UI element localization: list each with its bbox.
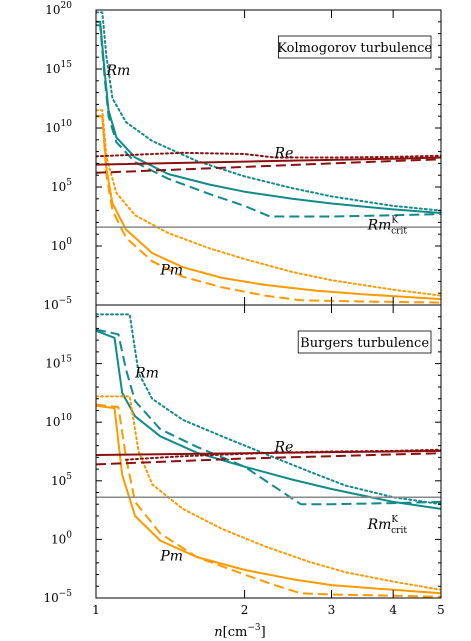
y-tick-label: 100 [51,237,72,253]
panel-kolmogorov: 10−5 100 105 1010 1015 1020 Kolmogorov turbule… [43,1,442,312]
y-tick-label: 100 [51,530,72,546]
panel-title: Kolmogorov turbulence [277,41,432,56]
series-teal-solid [96,329,441,510]
series-orange-dashed [96,115,441,304]
x-tick-label: 5 [437,603,445,617]
y-tick-label: 10−5 [43,589,72,605]
x-tick-label: 1 [92,603,100,617]
series-group [96,313,441,598]
series-teal-dashed [96,24,441,218]
y-tick-label: 105 [51,178,72,194]
series-orange-solid [96,115,441,301]
y-tick-label: 1020 [45,1,72,17]
x-axis-label-unit: [cm [223,625,248,640]
legend-box [297,330,432,354]
series-darkred-dotted [125,448,441,461]
x-tick-label: 3 [328,603,336,617]
y-tick-label: 1010 [45,413,72,429]
annotation-re: Re [274,146,294,162]
series-teal-dashed [96,328,441,506]
annotation-rm: Rm [134,366,159,382]
x-axis-tick-labels: 1 2 3 4 5 [92,603,445,617]
series-group [96,11,441,304]
series-orange-dashed [96,403,441,598]
series-teal-dotted [96,313,441,506]
series-darkred-dashed [96,452,441,466]
annotation-re: Re [274,440,294,456]
series-teal-dotted [96,11,441,212]
y-tick-label: 1015 [45,60,72,76]
y-tick-label: 105 [51,472,72,488]
y-tick-label: 1010 [45,119,72,135]
series-darkred-dotted [96,151,441,159]
y-tick-label: 1015 [45,355,72,371]
annotation-pm: Pm [159,262,183,278]
panel-burgers: 10−5 100 105 1010 1015 Burgers turbulence Rm Re… [43,304,442,605]
x-axis-label-close: ] [261,625,266,640]
x-axis-label-exp: −3 [247,623,261,633]
y-tick-label: 10−5 [43,296,72,312]
series-darkred-dashed [96,158,441,174]
x-tick-label: 4 [389,603,397,617]
annotation-rm: RmK crit [367,515,408,536]
series-orange-dotted [96,395,441,591]
legend-box [277,35,432,59]
x-axis-label: n[cm−3] [214,623,265,640]
annotation-rm: RmK crit [367,215,408,236]
x-axis-label-var: n [214,625,222,640]
x-tick-label: 2 [241,603,249,617]
annotation-pm: Pm [159,548,183,564]
series-orange-solid [96,404,441,595]
plot-frame [95,304,442,599]
panel-title: Burgers turbulence [300,336,429,351]
series-darkred-solid [96,156,441,166]
series-orange-dotted [96,109,441,297]
annotation-rm: Rm [105,63,130,79]
